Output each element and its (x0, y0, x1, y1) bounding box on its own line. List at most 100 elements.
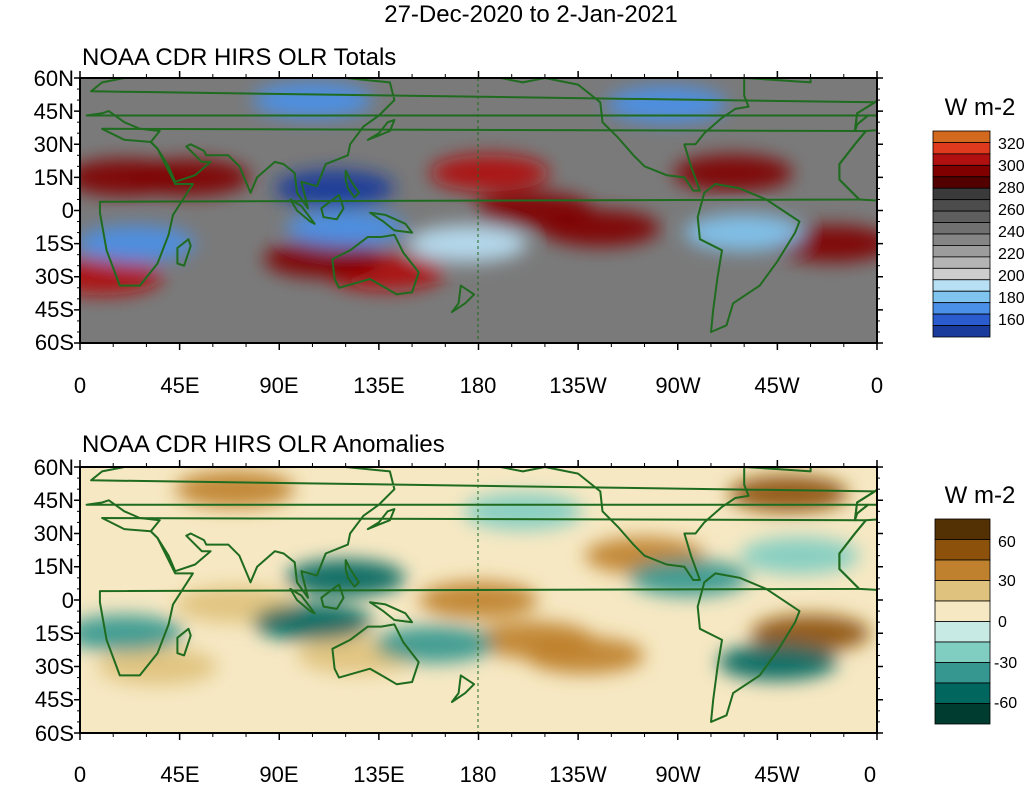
anomalies-coastline-greenland (743, 467, 812, 473)
totals-colorbar-swatch (932, 245, 991, 258)
anomalies-field-feature (252, 603, 373, 641)
anomalies-colorbar-swatch (934, 621, 991, 643)
anomalies-colorbar-label: 60 (998, 534, 1016, 551)
totals-field-feature (673, 154, 793, 192)
totals-lon-label: 0 (871, 373, 883, 398)
totals-lat-label: 45N (34, 99, 74, 124)
anomalies-field-feature (739, 537, 860, 575)
anomalies-coastline-north-america (499, 467, 750, 581)
totals-colorbar-swatch (932, 153, 991, 166)
anomalies-coastline-borneo (320, 583, 345, 610)
totals-colorbar-swatch (932, 279, 991, 292)
anomalies-field-feature (717, 643, 838, 681)
totals-colorbar-swatch (932, 187, 991, 201)
anomalies-coastline-south-america (696, 572, 801, 723)
anomalies-field-feature (750, 614, 871, 652)
anomalies-lat-label: 30N (34, 521, 74, 546)
anomalies-panel-title: NOAA CDR HIRS OLR Anomalies (82, 431, 445, 458)
anomalies-lon-label: 135E (353, 762, 404, 785)
totals-colorbar-swatch (932, 210, 991, 223)
totals-colorbar-swatch (932, 302, 991, 315)
totals-lon-label: 45W (754, 373, 799, 398)
totals-field-feature (407, 225, 528, 263)
totals-field-feature (80, 225, 196, 263)
anomalies-lon-label: 90W (655, 762, 700, 785)
totals-coastline-madagascar (176, 238, 192, 267)
anomalies-colorbar-label: 30 (998, 573, 1016, 590)
totals-colorbar-swatch (932, 130, 991, 143)
anomalies-ticks (74, 460, 883, 740)
totals-colorbar-label: 200 (998, 268, 1025, 285)
anomalies-colorbar-swatch (934, 539, 991, 561)
totals-coastline-europe-asia (85, 78, 876, 210)
anomalies-field-feature (728, 474, 849, 513)
anomalies-lat-label: 0 (62, 588, 74, 613)
totals-lat-label: 45S (35, 297, 74, 322)
totals-lon-label: 45E (160, 373, 199, 398)
anomalies-lat-label: 45S (35, 687, 74, 712)
anomalies-colorbar-units: W m-2 (945, 482, 1016, 509)
anomalies-coastline-sumatra (289, 587, 316, 615)
anomalies-lon-label: 180 (460, 762, 497, 785)
anomalies-lat-label: 45N (34, 488, 74, 513)
totals-lat-label: 60N (34, 66, 74, 91)
totals-colorbar-label: 260 (998, 202, 1025, 219)
totals-lon-label: 90W (655, 373, 700, 398)
totals-lon-label: 0 (74, 373, 86, 398)
totals-colorbar-swatch (932, 290, 991, 304)
totals-lon-label: 180 (460, 373, 497, 398)
anomalies-coastline-africa (98, 517, 867, 677)
totals-lat-label: 30S (35, 264, 74, 289)
totals-panel-title: NOAA CDR HIRS OLR Totals (82, 44, 396, 71)
anomalies-lon-label: 90E (259, 762, 298, 785)
anomalies-colorbar-swatch (934, 703, 991, 725)
totals-lat-label: 0 (62, 198, 74, 223)
totals-field-feature (429, 154, 550, 192)
totals-lat-label: 30N (34, 132, 74, 157)
anomalies-field-feature (80, 614, 185, 652)
anomalies-lat-label: 30S (35, 654, 74, 679)
anomalies-colorbar-label: -30 (994, 655, 1017, 672)
totals-colorbar-swatch (932, 176, 991, 189)
anomalies-colorbar-swatch (934, 662, 991, 684)
totals-colorbar-units: W m-2 (945, 94, 1016, 121)
totals-field-feature (540, 209, 661, 247)
totals-colorbar-swatch (932, 233, 991, 246)
totals-colorbar-swatch (932, 222, 991, 235)
totals-field-feature (80, 258, 162, 296)
totals-coastline-africa (98, 127, 867, 287)
totals-colorbar-swatch (932, 325, 991, 338)
totals-colorbar-label: 320 (998, 136, 1025, 153)
totals-lon-label: 135E (353, 373, 404, 398)
totals-colorbar-swatch (932, 142, 991, 155)
totals-coastlines (85, 78, 877, 333)
anomalies-lon-label: 135W (549, 762, 607, 785)
anomalies-colorbar-swatch (934, 600, 991, 622)
anomalies-field-feature (463, 492, 583, 530)
totals-colorbar-label: 280 (998, 180, 1025, 197)
anomalies-colorbar-swatch (934, 682, 991, 704)
totals-field-feature (263, 240, 384, 278)
anomalies-coastline-new-zealand (450, 674, 476, 703)
totals-colorbar-label: 300 (998, 158, 1025, 175)
anomalies-lon-labels: 0 45E 90E 135E 180 135W 90W 45W 0 (74, 762, 876, 785)
anomalies-lon-label: 45W (754, 762, 799, 785)
totals-colorbar-swatch (932, 199, 991, 212)
totals-colorbar-label: 160 (998, 312, 1025, 329)
anomalies-coastline-new-guinea (369, 601, 414, 624)
anomalies-panel: NOAA CDR HIRS OLR Anomalies 60N 45N 30N … (34, 431, 1018, 785)
anomalies-field-feature (524, 636, 645, 675)
totals-coastline-sumatra (289, 198, 316, 225)
totals-coastline-australia (331, 233, 420, 296)
totals-colorbar-label: 240 (998, 224, 1025, 241)
totals-colorbar-swatch (932, 256, 991, 269)
totals-field-feature (684, 214, 804, 252)
totals-coastline-new-zealand (450, 284, 476, 314)
anomalies-lat-label: 15N (34, 554, 74, 579)
anomalies-colorbar-swatch (934, 580, 991, 602)
totals-colorbar-swatch (932, 313, 991, 326)
totals-colorbar-label: 220 (998, 246, 1025, 263)
totals-colorbar-label: 180 (998, 290, 1025, 307)
totals-coastline-new-guinea (369, 211, 414, 234)
